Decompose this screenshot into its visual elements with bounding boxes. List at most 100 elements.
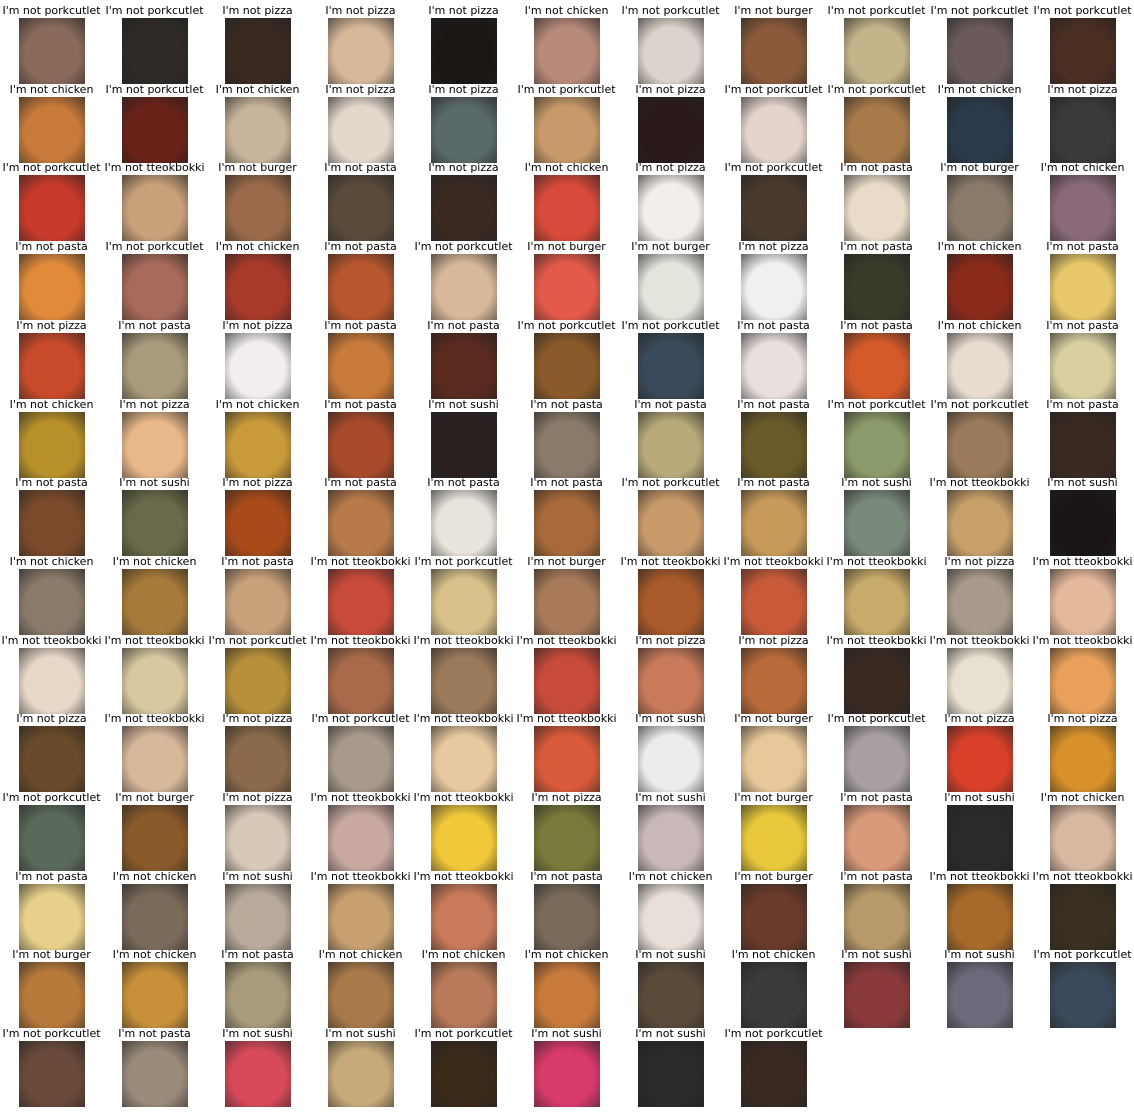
food-thumbnail [328, 962, 394, 1028]
cell-caption: I'm not chicken [112, 870, 197, 883]
food-thumbnail [844, 490, 910, 556]
grid-cell: I'm not tteokbokki [928, 630, 1031, 714]
food-thumbnail [741, 962, 807, 1028]
food-thumbnail [844, 175, 910, 241]
food-thumbnail [328, 97, 394, 163]
cell-caption: I'm not pizza [635, 83, 706, 96]
food-thumbnail [1050, 805, 1116, 871]
grid-cell: I'm not porkcutlet [412, 236, 515, 320]
cell-caption: I'm not pizza [222, 476, 293, 489]
food-thumbnail [225, 569, 291, 635]
food-thumbnail [638, 97, 704, 163]
cell-caption: I'm not tteokbokki [104, 712, 205, 725]
cell-caption: I'm not tteokbokki [310, 634, 411, 647]
cell-caption: I'm not pasta [1046, 398, 1119, 411]
cell-caption: I'm not tteokbokki [104, 634, 205, 647]
food-thumbnail [1050, 962, 1116, 1028]
food-thumbnail [638, 726, 704, 792]
food-thumbnail [122, 97, 188, 163]
cell-caption: I'm not sushi [428, 398, 499, 411]
cell-caption: I'm not chicken [524, 161, 609, 174]
cell-caption: I'm not sushi [119, 476, 190, 489]
cell-caption: I'm not burger [115, 791, 194, 804]
food-thumbnail [741, 97, 807, 163]
cell-caption: I'm not pizza [635, 634, 706, 647]
cell-caption: I'm not pasta [530, 476, 603, 489]
grid-cell: I'm not pasta [103, 1023, 206, 1107]
grid-cell: I'm not sushi [619, 944, 722, 1028]
cell-caption: I'm not chicken [9, 398, 94, 411]
grid-cell: I'm not tteokbokki [1031, 551, 1134, 635]
cell-caption: I'm not porkcutlet [930, 4, 1029, 17]
grid-cell: I'm not porkcutlet [412, 1023, 515, 1107]
grid-cell: I'm not pizza [928, 708, 1031, 792]
cell-caption: I'm not pasta [737, 476, 810, 489]
food-thumbnail [431, 805, 497, 871]
grid-cell: I'm not porkcutlet [0, 787, 103, 871]
grid-cell: I'm not porkcutlet [0, 0, 103, 84]
food-thumbnail [534, 175, 600, 241]
cell-caption: I'm not pasta [530, 398, 603, 411]
grid-cell: I'm not pasta [515, 394, 618, 478]
food-thumbnail [225, 412, 291, 478]
cell-caption: I'm not tteokbokki [413, 791, 514, 804]
cell-caption: I'm not chicken [318, 948, 403, 961]
grid-cell: I'm not pizza [1031, 708, 1134, 792]
food-thumbnail [328, 18, 394, 84]
food-thumbnail [947, 805, 1013, 871]
food-thumbnail [741, 175, 807, 241]
grid-cell: I'm not pasta [309, 236, 412, 320]
grid-cell: I'm not chicken [103, 866, 206, 950]
grid-cell: I'm not chicken [928, 236, 1031, 320]
cell-caption: I'm not pizza [222, 791, 293, 804]
grid-cell: I'm not tteokbokki [0, 630, 103, 714]
cell-caption: I'm not chicken [112, 555, 197, 568]
grid-cell: I'm not tteokbokki [619, 551, 722, 635]
food-thumbnail [328, 412, 394, 478]
grid-cell: I'm not pasta [825, 157, 928, 241]
food-thumbnail [122, 412, 188, 478]
cell-caption: I'm not porkcutlet [105, 240, 204, 253]
cell-caption: I'm not burger [218, 161, 297, 174]
food-thumbnail [19, 175, 85, 241]
food-thumbnail [844, 569, 910, 635]
grid-cell: I'm not tteokbokki [309, 866, 412, 950]
food-thumbnail [19, 884, 85, 950]
cell-caption: I'm not tteokbokki [1032, 870, 1133, 883]
grid-cell: I'm not burger [515, 236, 618, 320]
cell-caption: I'm not burger [734, 712, 813, 725]
grid-cell: I'm not burger [722, 787, 825, 871]
cell-caption: I'm not pasta [324, 398, 397, 411]
grid-cell: I'm not pasta [309, 315, 412, 399]
cell-caption: I'm not pasta [840, 319, 913, 332]
food-thumbnail [638, 569, 704, 635]
cell-caption: I'm not porkcutlet [2, 791, 101, 804]
cell-caption: I'm not chicken [112, 948, 197, 961]
cell-caption: I'm not tteokbokki [310, 791, 411, 804]
food-thumbnail [638, 962, 704, 1028]
cell-caption: I'm not pasta [324, 161, 397, 174]
grid-cell: I'm not tteokbokki [515, 630, 618, 714]
food-thumbnail [328, 1041, 394, 1107]
grid-cell: I'm not sushi [928, 944, 1031, 1028]
food-thumbnail [122, 569, 188, 635]
cell-caption: I'm not porkcutlet [827, 398, 926, 411]
grid-cell: I'm not pizza [412, 79, 515, 163]
cell-caption: I'm not burger [527, 240, 606, 253]
cell-caption: I'm not porkcutlet [414, 1027, 513, 1040]
food-thumbnail [534, 1041, 600, 1107]
cell-caption: I'm not sushi [222, 1027, 293, 1040]
cell-caption: I'm not pizza [325, 83, 396, 96]
grid-cell: I'm not pasta [722, 394, 825, 478]
cell-caption: I'm not tteokbokki [1032, 634, 1133, 647]
food-thumbnail [225, 18, 291, 84]
food-thumbnail [328, 333, 394, 399]
grid-cell: I'm not chicken [515, 944, 618, 1028]
food-thumbnail [1050, 648, 1116, 714]
grid-cell: I'm not chicken [928, 79, 1031, 163]
cell-caption: I'm not sushi [531, 1027, 602, 1040]
grid-cell: I'm not chicken [0, 79, 103, 163]
grid-cell: I'm not porkcutlet [103, 236, 206, 320]
food-thumbnail [328, 175, 394, 241]
food-thumbnail [638, 333, 704, 399]
